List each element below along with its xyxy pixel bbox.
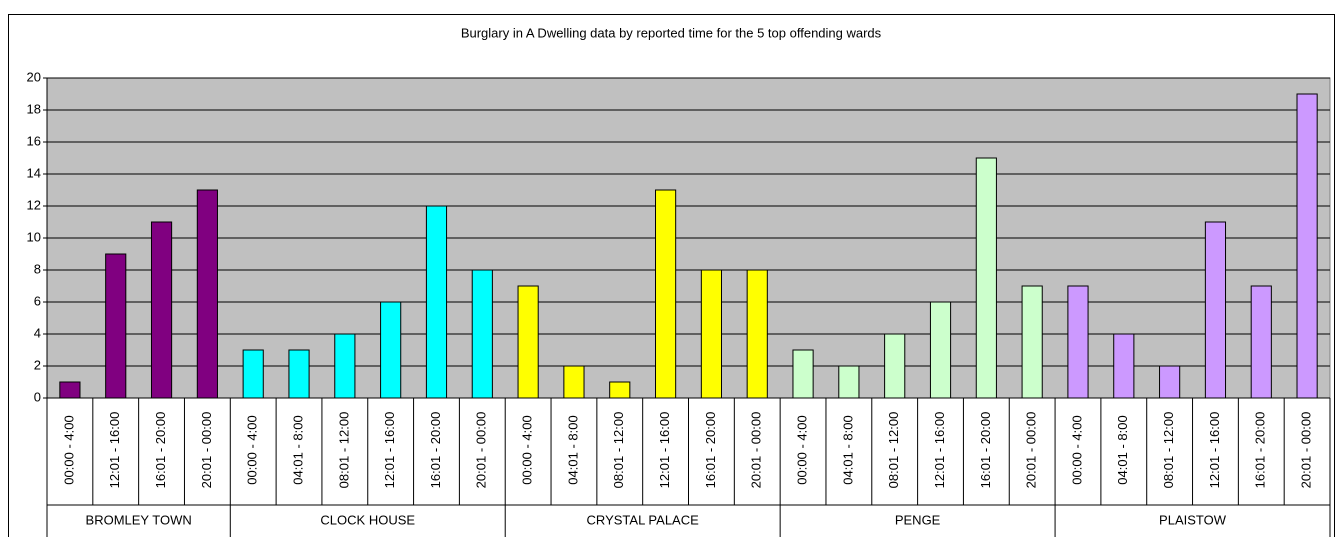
y-tick-label: 12 — [27, 197, 41, 212]
y-tick-label: 14 — [27, 165, 41, 180]
bar — [655, 189, 677, 399]
bar — [288, 349, 310, 399]
bar — [1067, 285, 1089, 399]
x-tick-label: 20:01 - 00:00 — [749, 412, 764, 489]
x-tick-label: 12:01 - 16:00 — [932, 412, 947, 489]
x-tick-label: 20:01 - 00:00 — [1024, 412, 1039, 489]
x-tick-label: 16:01 - 20:00 — [978, 412, 993, 489]
x-tick-label: 00:00 - 4:00 — [794, 415, 809, 484]
y-tick-label: 16 — [27, 133, 41, 148]
bar — [105, 253, 127, 399]
x-tick-label: 20:01 - 00:00 — [199, 412, 214, 489]
x-tick-label: 00:00 - 4:00 — [520, 415, 535, 484]
x-tick-label: 20:01 - 00:00 — [474, 412, 489, 489]
bar — [838, 365, 860, 399]
bar — [1021, 285, 1043, 399]
x-tick-label: 16:01 - 20:00 — [428, 412, 443, 489]
chart-title: Burglary in A Dwelling data by reported … — [461, 25, 882, 40]
y-tick-label: 0 — [34, 389, 41, 404]
x-tick-label: 16:01 - 20:00 — [1253, 412, 1268, 489]
group-label: BROMLEY TOWN — [86, 512, 192, 527]
y-tick-label: 2 — [34, 357, 41, 372]
x-tick-label: 08:01 - 12:00 — [1161, 412, 1176, 489]
x-tick-label: 16:01 - 20:00 — [703, 412, 718, 489]
y-tick-label: 10 — [27, 229, 41, 244]
x-tick-label: 00:00 - 4:00 — [61, 415, 76, 484]
group-label: CRYSTAL PALACE — [587, 512, 700, 527]
bar — [792, 349, 814, 399]
y-tick-label: 6 — [34, 293, 41, 308]
bar — [334, 333, 356, 399]
y-tick-label: 8 — [34, 261, 41, 276]
bar — [746, 269, 768, 399]
x-tick-label: 04:01 - 8:00 — [1115, 415, 1130, 484]
bar — [380, 301, 402, 399]
y-tick-label: 4 — [34, 325, 41, 340]
bar — [150, 221, 173, 399]
x-tick-label: 08:01 - 12:00 — [336, 412, 351, 489]
x-tick-label: 00:00 - 4:00 — [245, 415, 260, 484]
x-tick-label: 00:00 - 4:00 — [1069, 415, 1084, 484]
x-tick-label: 12:01 - 16:00 — [657, 412, 672, 489]
bar — [929, 301, 952, 399]
bar — [609, 381, 631, 399]
bar — [700, 269, 722, 399]
bar — [884, 333, 906, 399]
group-label: PENGE — [895, 512, 941, 527]
x-tick-label: 12:01 - 16:00 — [382, 412, 397, 489]
bar — [59, 381, 81, 399]
x-tick-label: 16:01 - 20:00 — [153, 412, 168, 489]
bar — [1204, 221, 1227, 399]
x-tick-label: 04:01 - 8:00 — [565, 415, 580, 484]
x-tick-label: 04:01 - 8:00 — [290, 415, 305, 484]
group-label: PLAISTOW — [1159, 512, 1227, 527]
x-tick-label: 08:01 - 12:00 — [886, 412, 901, 489]
bar — [517, 285, 539, 399]
bar — [1250, 285, 1272, 399]
group-label: CLOCK HOUSE — [320, 512, 415, 527]
bar — [1296, 93, 1318, 399]
x-tick-label: 12:01 - 16:00 — [107, 412, 122, 489]
bar — [425, 205, 448, 399]
bar — [563, 365, 585, 399]
x-tick-label: 08:01 - 12:00 — [611, 412, 626, 489]
y-tick-label: 18 — [27, 101, 41, 116]
y-tick-label: 20 — [27, 69, 41, 84]
x-tick-label: 20:01 - 00:00 — [1299, 412, 1314, 489]
bar — [196, 189, 218, 399]
bar — [1159, 365, 1181, 399]
bar — [975, 157, 997, 399]
x-tick-label: 12:01 - 16:00 — [1207, 412, 1222, 489]
bar — [471, 269, 493, 399]
bar — [242, 349, 264, 399]
bar — [1113, 333, 1135, 399]
x-tick-label: 04:01 - 8:00 — [840, 415, 855, 484]
